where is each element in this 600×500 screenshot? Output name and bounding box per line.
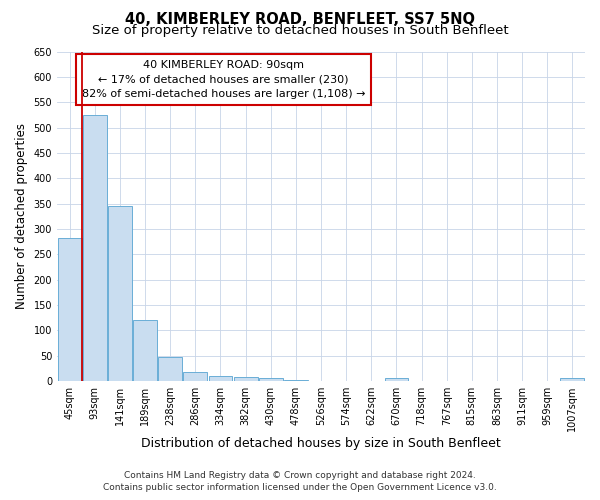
Bar [233, 376, 257, 381]
Bar [209, 376, 232, 381]
Bar [284, 380, 308, 381]
Bar [133, 320, 157, 381]
X-axis label: Distribution of detached houses by size in South Benfleet: Distribution of detached houses by size … [141, 437, 501, 450]
Bar [259, 378, 283, 381]
Text: Size of property relative to detached houses in South Benfleet: Size of property relative to detached ho… [92, 24, 508, 37]
Bar [58, 238, 82, 381]
Bar [108, 206, 132, 381]
Text: 40, KIMBERLEY ROAD, BENFLEET, SS7 5NQ: 40, KIMBERLEY ROAD, BENFLEET, SS7 5NQ [125, 12, 475, 28]
Text: 40 KIMBERLEY ROAD: 90sqm
← 17% of detached houses are smaller (230)
82% of semi-: 40 KIMBERLEY ROAD: 90sqm ← 17% of detach… [82, 60, 365, 100]
Bar [385, 378, 409, 381]
Bar [158, 357, 182, 381]
Y-axis label: Number of detached properties: Number of detached properties [15, 124, 28, 310]
Bar [184, 372, 207, 381]
Text: Contains HM Land Registry data © Crown copyright and database right 2024.
Contai: Contains HM Land Registry data © Crown c… [103, 471, 497, 492]
Bar [83, 115, 107, 381]
Bar [560, 378, 584, 381]
